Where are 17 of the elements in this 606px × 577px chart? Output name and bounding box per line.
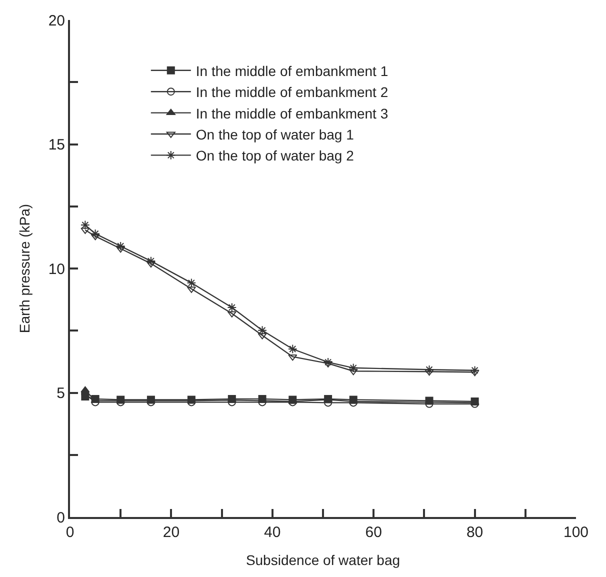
legend-label: In the middle of embankment 3 xyxy=(196,105,388,122)
y-tick-label: 10 xyxy=(48,260,65,278)
x-tick-label: 20 xyxy=(162,524,180,541)
legend-label: On the top of water bag 1 xyxy=(196,126,354,142)
y-axis-title: Earth pressure (kPa) xyxy=(16,204,32,334)
y-tick-label: 20 xyxy=(48,12,65,30)
legend-label: In the middle of embankment 2 xyxy=(196,84,388,100)
legend-label: On the top of water bag 2 xyxy=(196,148,354,164)
x-tick-label: 100 xyxy=(563,524,589,541)
legend-label: In the middle of embankment 1 xyxy=(196,62,388,79)
x-axis-title: Subsidence of water bag xyxy=(246,552,400,568)
x-tick-label: 60 xyxy=(365,524,382,541)
x-tick-label: 40 xyxy=(264,524,281,541)
y-tick-label: 0 xyxy=(56,509,65,526)
x-tick-label: 80 xyxy=(466,524,484,541)
y-tick-label: 15 xyxy=(48,136,65,154)
y-tick-label: 5 xyxy=(56,385,65,402)
